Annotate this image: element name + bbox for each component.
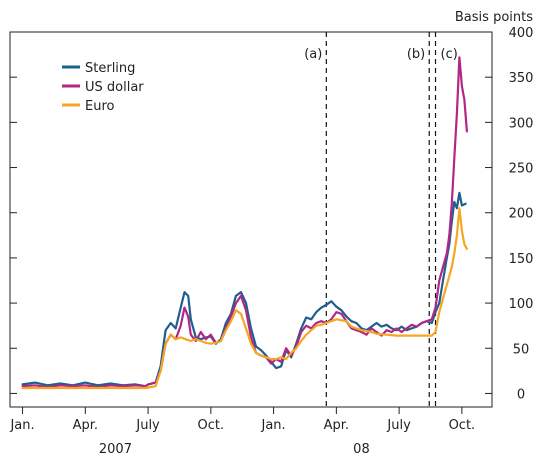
legend-label: Euro — [85, 99, 115, 114]
legend: Sterling US dollar Euro — [62, 61, 144, 114]
y-tick-label: 300 — [509, 116, 534, 131]
y-tick-label: 100 — [509, 297, 534, 312]
x-tick-label: Apr. — [73, 418, 98, 433]
y-tick-label: 200 — [509, 207, 534, 222]
y-tick-label: 0 — [517, 387, 525, 402]
y-tick-label: 50 — [513, 342, 530, 357]
x-tick-label: Jan. — [9, 418, 34, 433]
plot-frame — [9, 31, 493, 408]
x-tick-label: Apr. — [324, 418, 349, 433]
legend-label: US dollar — [85, 80, 144, 95]
series-line-euro — [21, 207, 468, 390]
x-tick-label: July — [135, 418, 160, 433]
y-axis-title: Basis points — [455, 10, 533, 25]
x-tick-label: Oct. — [198, 418, 225, 433]
event-label: (c) — [441, 47, 458, 62]
x-tick-label: Oct. — [449, 418, 476, 433]
x-year-label: 08 — [353, 442, 370, 457]
x-axis-ticks: Jan. Apr. July Oct. Jan. Apr. July Oct. 2007 08 — [9, 407, 475, 457]
event-label: (a) — [304, 47, 322, 62]
series-line-sterling — [21, 191, 467, 388]
x-year-label: 2007 — [99, 442, 132, 457]
y-tick-label: 150 — [509, 252, 534, 267]
event-markers: (a) (b) (c) — [304, 32, 458, 407]
event-label: (b) — [407, 47, 425, 62]
plot-border — [9, 31, 493, 408]
y-tick-label: 400 — [509, 26, 534, 41]
x-tick-label: July — [386, 418, 411, 433]
y-tick-label: 250 — [509, 162, 534, 177]
legend-label: Sterling — [85, 61, 135, 76]
x-tick-label: Jan. — [261, 418, 286, 433]
series-lines — [21, 56, 468, 390]
y-axis-ticks: 0 50 100 150 200 250 300 350 400 — [10, 26, 533, 402]
y-tick-label: 350 — [509, 71, 534, 86]
